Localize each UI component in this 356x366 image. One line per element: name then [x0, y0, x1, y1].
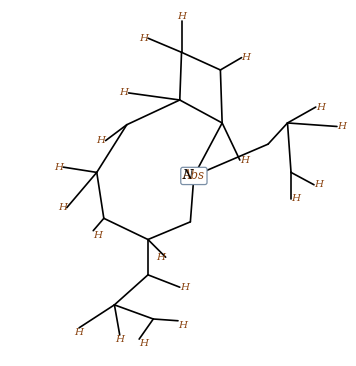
- Text: H: H: [314, 180, 323, 189]
- Text: Abs: Abs: [183, 169, 205, 182]
- Text: H: H: [337, 122, 346, 131]
- Text: H: H: [54, 163, 63, 172]
- Text: H: H: [177, 11, 186, 20]
- Text: H: H: [139, 34, 148, 43]
- Text: H: H: [58, 203, 67, 212]
- Text: H: H: [316, 102, 325, 112]
- Text: H: H: [291, 194, 300, 203]
- Text: H: H: [157, 253, 166, 262]
- Text: H: H: [180, 283, 189, 292]
- Text: H: H: [120, 89, 129, 97]
- Text: H: H: [242, 53, 251, 62]
- Text: H: H: [96, 136, 106, 145]
- Text: H: H: [178, 321, 187, 330]
- Text: H: H: [240, 156, 249, 165]
- Text: H: H: [93, 231, 102, 240]
- Text: H: H: [139, 339, 148, 348]
- Text: H: H: [75, 328, 84, 337]
- Text: H: H: [115, 335, 124, 344]
- Text: N: N: [182, 169, 193, 182]
